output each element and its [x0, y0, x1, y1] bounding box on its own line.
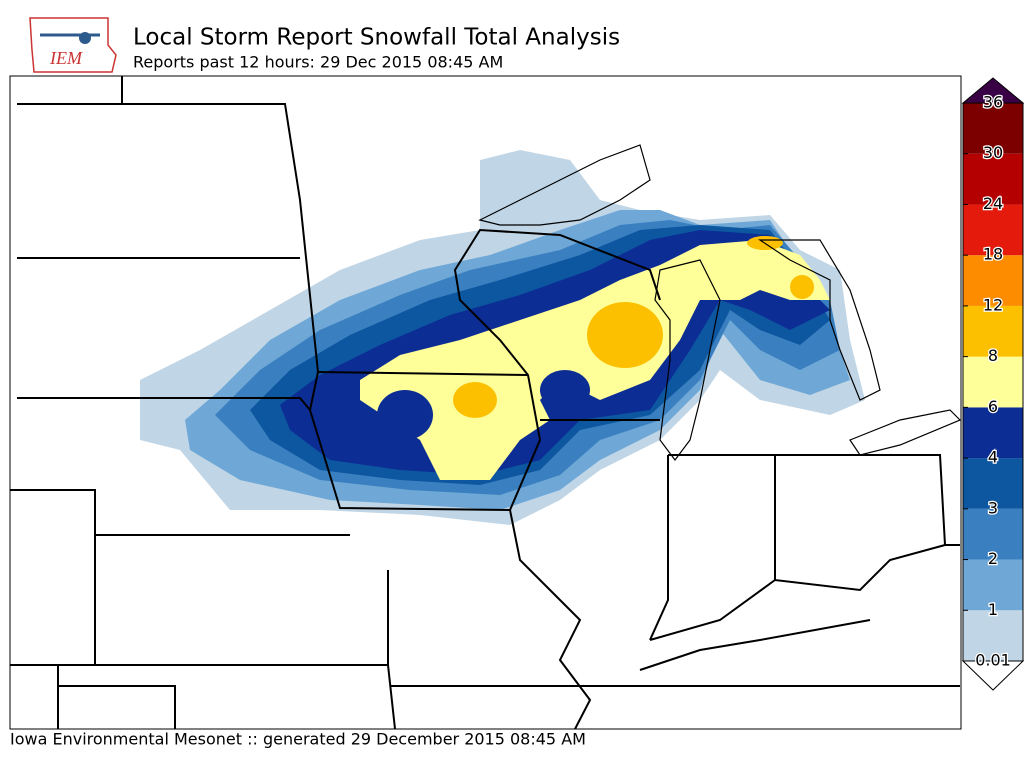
colorbar-segment: [963, 458, 1023, 509]
colorbar-segment: [963, 610, 1023, 661]
colorbar-label: 24: [983, 194, 1003, 213]
colorbar-segment: [963, 305, 1023, 357]
colorbar-label: 4: [988, 448, 998, 467]
colorbar-segment: [963, 559, 1023, 611]
logo: IEM: [29, 17, 117, 73]
colorbar-label: 1: [988, 600, 998, 619]
title: Local Storm Report Snowfall Total Analys…: [133, 25, 620, 51]
colorbar-label: 12: [983, 295, 1003, 314]
colorbar-segment: [963, 204, 1023, 256]
logo-text: IEM: [49, 48, 83, 68]
colorbar-segment: [963, 356, 1023, 408]
footer: Iowa Environmental Mesonet :: generated …: [10, 730, 586, 749]
colorbar-frame: [962, 102, 1024, 662]
colorbar-segment: [963, 255, 1023, 306]
colorbar-label: 8: [988, 346, 998, 365]
colorbar-label: 3: [988, 498, 998, 517]
colorbar-label: 6: [988, 397, 998, 416]
colorbar-label: 18: [983, 245, 1003, 264]
colorbar-segment: [963, 153, 1023, 205]
subtitle: Reports past 12 hours: 29 Dec 2015 08:45…: [133, 53, 503, 72]
colorbar-segment: [963, 103, 1023, 154]
colorbar-segment: [963, 508, 1023, 560]
colorbar-label: 36: [983, 93, 1003, 112]
colorbar-segment: [963, 407, 1023, 459]
colorbar-label: 30: [983, 143, 1003, 162]
colorbar-label: 2: [988, 549, 998, 568]
map: [9, 75, 962, 730]
colorbar-label: 0.01: [975, 651, 1011, 670]
